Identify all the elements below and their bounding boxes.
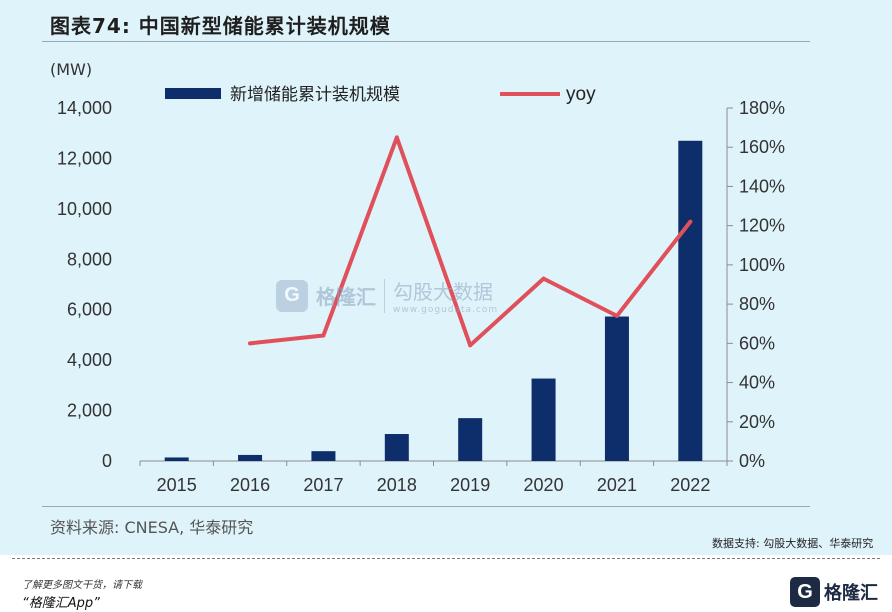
axes: 0 2,000 4,000 6,000 8,000 10,000 12,000 14,000 0… [57,98,785,495]
legend-bar-label: 新增储能累计装机规模 [230,85,400,105]
yoy-point [468,343,473,348]
legend-bar-swatch [165,88,221,99]
footer-download-hint: 了解更多图文干货，请下载 [22,580,142,591]
right-tick-label: 160% [739,137,785,157]
x-tick-label: 2015 [157,475,197,495]
x-tick-label: 2016 [230,475,270,495]
left-tick-label: 12,000 [57,148,112,168]
left-tick-label: 2,000 [67,401,112,421]
right-tick-label: 80% [739,294,775,314]
watermark-site-url: www.gogudata.com [393,305,499,315]
yoy-point [541,276,546,281]
data-support-note: 数据支持: 勾股大数据、华泰研究 [712,537,874,550]
x-tick-label: 2018 [377,475,417,495]
right-tick-label: 140% [739,176,785,196]
bar [311,451,336,461]
yoy-point [248,341,253,346]
right-tick-label: 40% [739,373,775,393]
watermark: G 格隆汇 勾股大数据 www.gogudata.com [276,276,498,315]
bar [384,434,409,461]
right-tick-label: 120% [739,216,785,236]
bar [678,140,703,461]
right-tick-label: 0% [739,451,765,471]
legend-line-label: yoy [566,84,596,105]
left-tick-label: 14,000 [57,98,112,118]
footer-brand: G 格隆汇 [790,576,878,608]
brand-name: 格隆汇 [824,583,878,604]
source-divider [42,506,810,507]
watermark-divider [384,278,385,313]
chart-svg: 新增储能累计装机规模 yoy 0 2,000 4,000 6,000 8,000 10,00… [57,84,785,495]
x-tick-label: 2017 [303,475,343,495]
right-tick-label: 60% [739,333,775,353]
watermark-brand: 格隆汇 [316,285,376,309]
left-axis-unit: (MW) [50,60,93,79]
yoy-point [321,333,326,338]
yoy-point [394,135,399,140]
left-tick-label: 10,000 [57,199,112,219]
footer-divider [12,558,880,559]
left-tick-label: 4,000 [67,350,112,370]
bar [531,378,556,461]
x-tick-label: 2019 [450,475,490,495]
left-tick-label: 8,000 [67,249,112,269]
source-note: 资料来源: CNESA, 华泰研究 [50,518,254,537]
x-tick-label: 2020 [524,475,564,495]
brand-logo-icon: G [790,577,820,607]
title-divider [42,41,810,42]
bar [604,316,629,461]
watermark-site: 勾股大数据 www.gogudata.com [393,276,498,315]
x-tick-label: 2022 [670,475,710,495]
legend: 新增储能累计装机规模 yoy [165,84,596,105]
figure-title: 图表74: 中国新型储能累计装机规模 [50,14,391,38]
right-tick-label: 20% [739,412,775,432]
bar [164,457,189,461]
watermark-site-name: 勾股大数据 [393,280,493,304]
bar [458,418,483,461]
yoy-point [614,313,619,318]
footer-app-name[interactable]: “格隆汇App” [22,596,100,611]
line-series [248,135,693,348]
bar-series [164,140,703,461]
left-tick-label: 6,000 [67,300,112,320]
x-tick-label: 2021 [597,475,637,495]
yoy-point [688,219,693,224]
bar [238,454,263,461]
watermark-logo-icon: G [276,279,308,312]
right-tick-label: 180% [739,98,785,118]
left-tick-label: 0 [102,451,112,471]
right-tick-label: 100% [739,255,785,275]
